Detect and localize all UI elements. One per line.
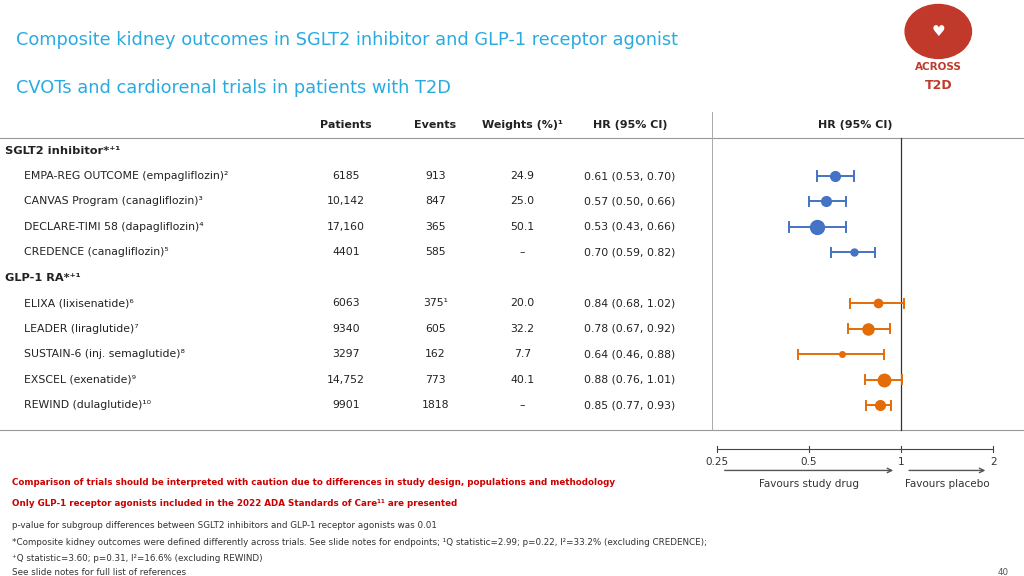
Text: 0.5: 0.5 [801,457,817,467]
Text: 0.64 (0.46, 0.88): 0.64 (0.46, 0.88) [584,350,676,359]
Text: 0.88 (0.76, 1.01): 0.88 (0.76, 1.01) [584,375,676,385]
Text: 10,142: 10,142 [327,196,366,206]
Text: HR (95% CI): HR (95% CI) [818,120,892,130]
Text: 0.61 (0.53, 0.70): 0.61 (0.53, 0.70) [584,171,676,181]
Text: 162: 162 [425,350,445,359]
Text: T2D: T2D [925,79,952,92]
Text: DECLARE-TIMI 58 (dapagliflozin)⁴: DECLARE-TIMI 58 (dapagliflozin)⁴ [24,222,203,232]
Text: 0.84 (0.68, 1.02): 0.84 (0.68, 1.02) [584,298,676,308]
Text: Only GLP-1 receptor agonists included in the 2022 ADA Standards of Care¹¹ are pr: Only GLP-1 receptor agonists included in… [12,499,458,509]
Text: 0.25: 0.25 [706,457,728,467]
Text: HR (95% CI): HR (95% CI) [593,120,667,130]
Text: Composite kidney outcomes in SGLT2 inhibitor and GLP-1 receptor agonist: Composite kidney outcomes in SGLT2 inhib… [16,32,678,50]
Text: Comparison of trials should be interpreted with caution due to differences in st: Comparison of trials should be interpret… [12,478,615,487]
Text: 1818: 1818 [422,400,449,410]
Circle shape [905,5,972,58]
Text: Favours placebo: Favours placebo [905,479,989,489]
Text: ♥: ♥ [932,24,945,39]
Text: 4401: 4401 [333,248,359,257]
Text: 40: 40 [997,568,1009,576]
Text: LEADER (liraglutide)⁷: LEADER (liraglutide)⁷ [24,324,138,334]
Text: 2: 2 [990,457,996,467]
Text: 0.53 (0.43, 0.66): 0.53 (0.43, 0.66) [584,222,676,232]
Text: 375¹: 375¹ [423,298,447,308]
Text: See slide notes for full list of references: See slide notes for full list of referen… [12,568,186,576]
Text: –: – [519,400,525,410]
Text: ELIXA (lixisenatide)⁶: ELIXA (lixisenatide)⁶ [24,298,133,308]
Text: 365: 365 [425,222,445,232]
Text: 9901: 9901 [333,400,359,410]
Text: 32.2: 32.2 [510,324,535,334]
Text: SUSTAIN-6 (inj. semaglutide)⁸: SUSTAIN-6 (inj. semaglutide)⁸ [24,350,184,359]
Text: EXSCEL (exenatide)⁹: EXSCEL (exenatide)⁹ [24,375,135,385]
Text: 0.70 (0.59, 0.82): 0.70 (0.59, 0.82) [584,248,676,257]
Text: 24.9: 24.9 [510,171,535,181]
Text: 40.1: 40.1 [510,375,535,385]
Text: Favours study drug: Favours study drug [759,479,859,489]
Text: ACROSS: ACROSS [914,62,962,73]
Text: 605: 605 [425,324,445,334]
Text: CREDENCE (canagliflozin)⁵: CREDENCE (canagliflozin)⁵ [24,248,168,257]
Text: 913: 913 [425,171,445,181]
Text: Weights (%)¹: Weights (%)¹ [482,120,562,130]
Text: 773: 773 [425,375,445,385]
Text: *Composite kidney outcomes were defined differently across trials. See slide not: *Composite kidney outcomes were defined … [12,538,708,547]
Text: 14,752: 14,752 [328,375,365,385]
Text: 3297: 3297 [333,350,359,359]
Text: 0.85 (0.77, 0.93): 0.85 (0.77, 0.93) [584,400,676,410]
Text: 20.0: 20.0 [510,298,535,308]
Text: REWIND (dulaglutide)¹⁰: REWIND (dulaglutide)¹⁰ [24,400,151,410]
Text: Patients: Patients [321,120,372,130]
Text: 6063: 6063 [333,298,359,308]
Text: 0.57 (0.50, 0.66): 0.57 (0.50, 0.66) [584,196,676,206]
Text: 6185: 6185 [333,171,359,181]
Text: SGLT2 inhibitor*⁺¹: SGLT2 inhibitor*⁺¹ [5,146,121,156]
Text: CVOTs and cardiorenal trials in patients with T2D: CVOTs and cardiorenal trials in patients… [16,79,451,97]
Text: GLP-1 RA*⁺¹: GLP-1 RA*⁺¹ [5,273,81,283]
Text: 7.7: 7.7 [514,350,530,359]
Text: 50.1: 50.1 [510,222,535,232]
Text: Events: Events [414,120,457,130]
Text: 25.0: 25.0 [510,196,535,206]
Text: p-value for subgroup differences between SGLT2 inhibitors and GLP-1 receptor ago: p-value for subgroup differences between… [12,521,437,529]
Text: ⁺Q statistic=3.60; p=0.31, I²=16.6% (excluding REWIND): ⁺Q statistic=3.60; p=0.31, I²=16.6% (exc… [12,554,263,563]
Text: 9340: 9340 [333,324,359,334]
Text: 1: 1 [898,457,904,467]
Text: 847: 847 [425,196,445,206]
Text: EMPA-REG OUTCOME (empagliflozin)²: EMPA-REG OUTCOME (empagliflozin)² [24,171,228,181]
Text: 585: 585 [425,248,445,257]
Text: 0.78 (0.67, 0.92): 0.78 (0.67, 0.92) [584,324,676,334]
Text: 17,160: 17,160 [327,222,366,232]
Text: –: – [519,248,525,257]
Text: CANVAS Program (canagliflozin)³: CANVAS Program (canagliflozin)³ [24,196,203,206]
